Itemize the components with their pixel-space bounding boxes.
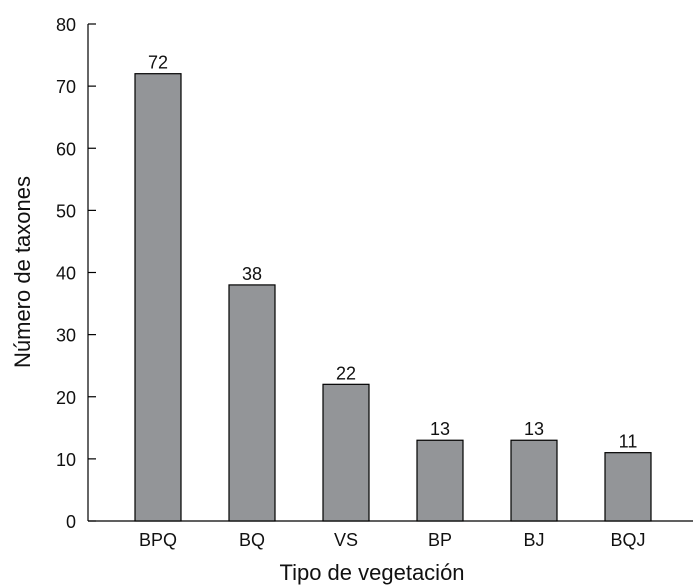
bar-bp [416, 439, 464, 522]
y-tick-label: 20 [56, 388, 76, 408]
value-label-bpq: 72 [148, 53, 168, 73]
category-label-bpq: BPQ [139, 530, 177, 550]
value-label-bp: 13 [430, 419, 450, 439]
bar-vs [322, 383, 370, 522]
value-label-bj: 13 [524, 419, 544, 439]
y-tick-label: 0 [66, 512, 76, 532]
value-labels: 72 38 22 13 13 11 [148, 53, 637, 452]
category-label-bqj: BQJ [610, 530, 645, 550]
value-label-vs: 22 [336, 363, 356, 383]
bar-bj [510, 439, 558, 522]
x-axis-title: Tipo de vegetación [279, 560, 464, 585]
y-axis [87, 23, 96, 522]
bar-bpq [134, 73, 182, 522]
bar-bqj [604, 452, 652, 522]
y-tick-label: 60 [56, 139, 76, 159]
y-tick-labels: 0 10 20 30 40 50 60 70 80 [56, 15, 76, 532]
y-tick-label: 70 [56, 77, 76, 97]
y-tick-label: 50 [56, 201, 76, 221]
y-axis-title: Número de taxones [10, 176, 35, 368]
bars [134, 73, 652, 522]
value-label-bqj: 11 [619, 432, 638, 452]
y-tick-label: 30 [56, 326, 76, 346]
category-labels: BPQ BQ VS BP BJ BQJ [139, 530, 646, 550]
category-label-bp: BP [428, 530, 452, 550]
bar-bq [228, 284, 276, 522]
value-label-bq: 38 [242, 264, 262, 284]
category-label-bq: BQ [239, 530, 265, 550]
category-label-vs: VS [334, 530, 358, 550]
category-label-bj: BJ [523, 530, 544, 550]
y-tick-label: 40 [56, 264, 76, 284]
y-tick-label: 80 [56, 15, 76, 35]
y-tick-label: 10 [56, 450, 76, 470]
